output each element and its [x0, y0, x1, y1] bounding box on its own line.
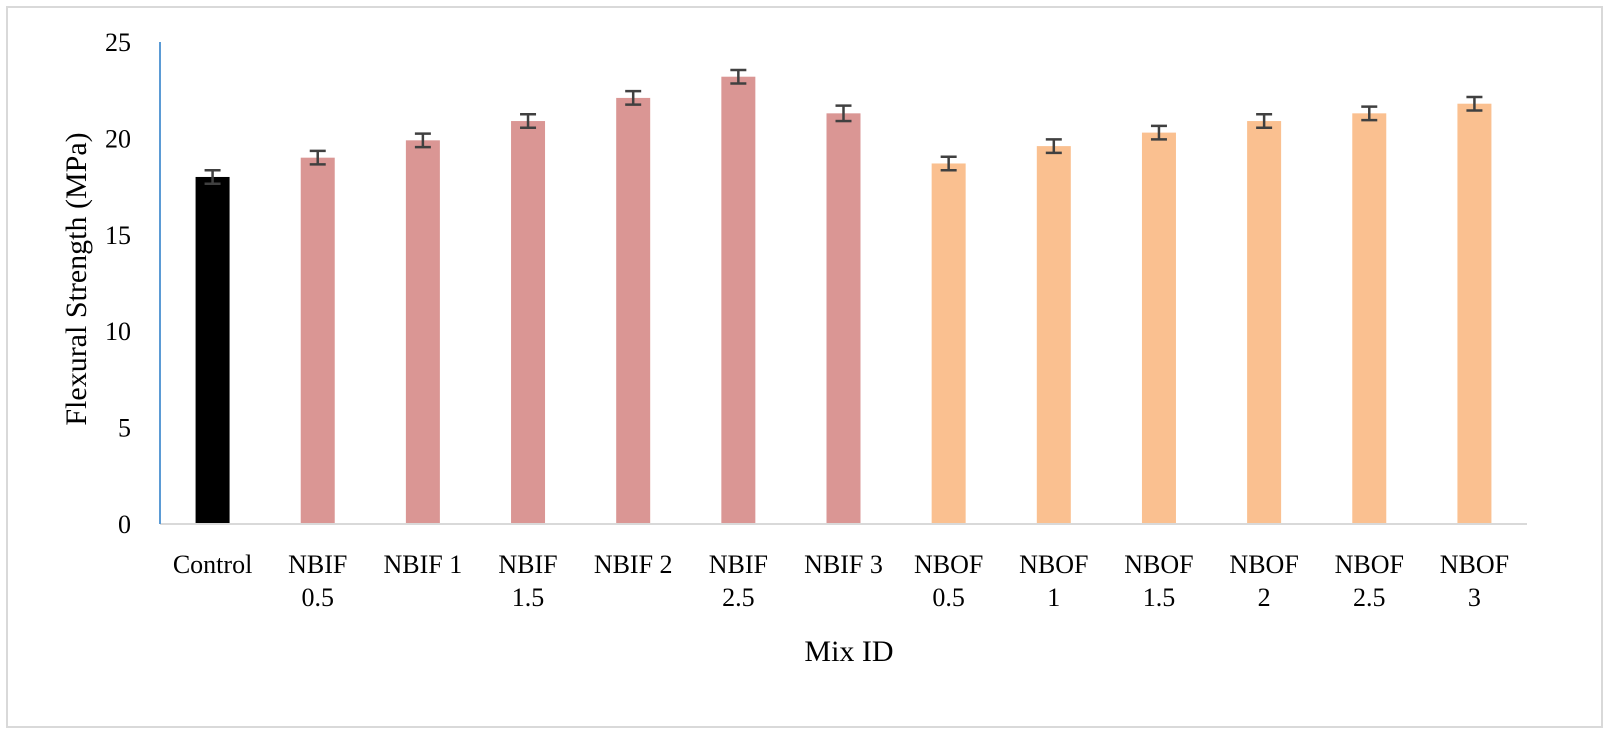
error-bars-layer [204, 68, 1483, 185]
bar-4 [616, 97, 651, 525]
error-bar-10 [1256, 113, 1273, 130]
bar-5 [721, 76, 756, 524]
bar-0 [195, 176, 230, 524]
x-tick-label-9: NBOF 1.5 [1124, 550, 1193, 612]
bar-7 [931, 163, 966, 525]
y-tick-label-5: 25 [105, 28, 131, 57]
bars-layer [195, 76, 1492, 525]
bar-12 [1457, 103, 1492, 525]
error-bar-9 [1150, 124, 1167, 141]
x-tick-label-4: NBIF 2 [594, 550, 673, 579]
error-bar-5 [730, 68, 747, 85]
error-bar-6 [835, 104, 852, 123]
x-tick-label-5: NBIF 2.5 [709, 550, 768, 612]
x-tick-label-12: NBOF 3 [1440, 550, 1509, 612]
x-axis-title: Mix ID [804, 635, 893, 668]
error-bar-11 [1361, 105, 1378, 122]
x-tick-label-10: NBOF 2 [1229, 550, 1298, 612]
y-tick-label-1: 5 [118, 414, 131, 443]
error-bar-1 [309, 149, 326, 166]
x-tick-label-6: NBIF 3 [804, 550, 883, 579]
bar-9 [1141, 132, 1176, 524]
error-bar-0 [204, 168, 221, 185]
y-axis-title: Flexural Strength (MPa) [60, 132, 93, 425]
x-tick-label-2: NBIF 1 [384, 550, 463, 579]
chart-frame [6, 6, 1603, 728]
y-tick-label-3: 15 [105, 221, 131, 250]
bar-8 [1036, 146, 1071, 524]
bar-2 [405, 140, 440, 524]
bar-1 [300, 157, 335, 524]
bar-10 [1247, 121, 1282, 524]
error-bar-2 [414, 132, 431, 149]
y-tick-label-0: 0 [118, 510, 131, 539]
error-bar-3 [520, 113, 537, 130]
x-tick-label-1: NBIF 0.5 [288, 550, 347, 612]
x-tick-label-7: NBOF 0.5 [914, 550, 983, 612]
x-tick-label-3: NBIF 1.5 [498, 550, 557, 612]
x-tick-label-11: NBOF 2.5 [1335, 550, 1404, 612]
error-bar-8 [1045, 138, 1062, 155]
error-bar-4 [625, 89, 642, 106]
x-tick-label-8: NBOF 1 [1019, 550, 1088, 612]
axes-layer [159, 42, 1527, 525]
labels-layer: Control NBIF 0.5 NBIF 1 NBIF 1.5 NBIF 2 NBIF 2.5… [105, 28, 1509, 612]
x-tick-label-0: Control [173, 550, 252, 579]
bar-11 [1352, 113, 1387, 524]
y-tick-label-4: 20 [105, 124, 131, 153]
y-tick-label-2: 10 [105, 317, 131, 346]
bar-6 [826, 113, 861, 524]
error-bar-7 [940, 155, 957, 172]
error-bar-12 [1466, 95, 1483, 112]
bar-3 [511, 121, 546, 524]
